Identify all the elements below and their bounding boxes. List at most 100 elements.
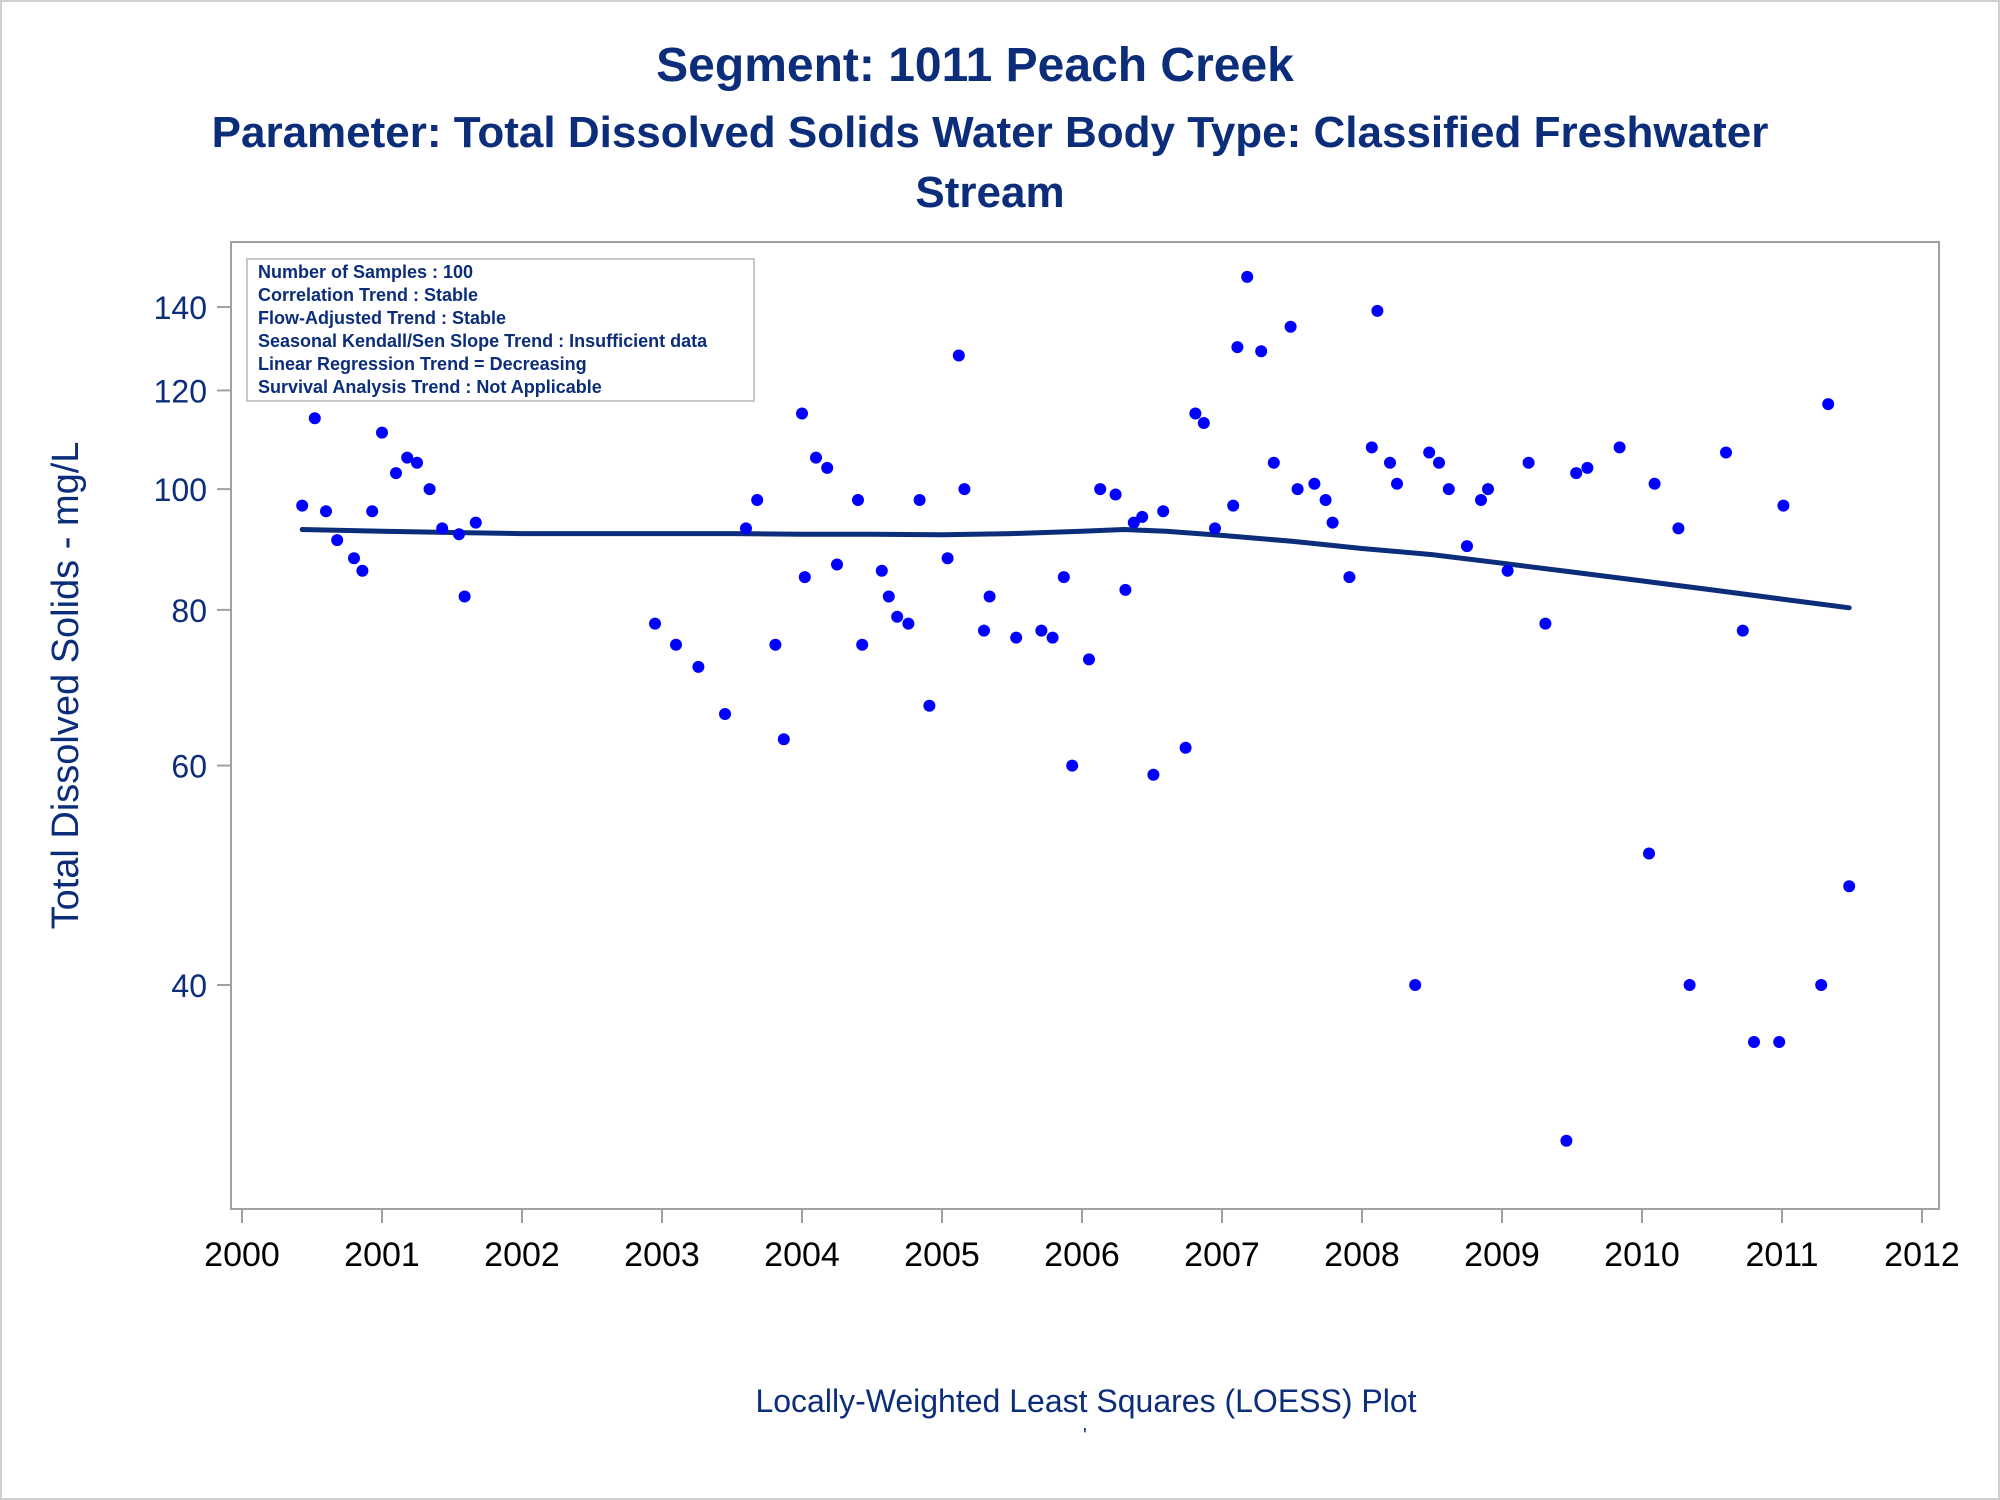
data-point <box>751 494 764 506</box>
data-point <box>1147 768 1160 781</box>
data-point <box>692 660 705 673</box>
data-point <box>875 564 888 577</box>
data-point <box>401 451 414 464</box>
data-point <box>376 426 388 439</box>
data-point <box>1255 345 1268 358</box>
footnote-text: Locally-Weighted Least Squares (LOESS) P… <box>755 1383 1417 1419</box>
data-point <box>1461 540 1473 553</box>
chart-subtitle-continued-text: Stream <box>915 168 1065 217</box>
data-point <box>856 638 869 651</box>
data-point <box>978 624 990 637</box>
data-point <box>1267 456 1280 469</box>
data-point <box>423 483 436 496</box>
data-point <box>1119 583 1132 596</box>
data-point <box>769 638 782 651</box>
data-point <box>1291 483 1304 496</box>
x-tick-label: 2002 <box>484 1236 560 1274</box>
data-point <box>913 494 926 506</box>
data-point <box>1284 320 1297 333</box>
data-point <box>1643 847 1655 860</box>
stats-box-line: Seasonal Kendall/Sen Slope Trend : Insuf… <box>258 331 708 351</box>
data-point <box>852 494 864 506</box>
data-point <box>1179 741 1192 754</box>
stats-box-line: Survival Analysis Trend : Not Applicable <box>258 377 602 397</box>
data-point <box>670 638 682 651</box>
data-point <box>1613 441 1626 454</box>
stats-box-line: Number of Samples : 100 <box>258 262 473 282</box>
x-tick-label: 2001 <box>344 1236 420 1274</box>
stats-box-line: Correlation Trend : Stable <box>258 285 478 305</box>
y-tick-label: 140 <box>154 290 207 326</box>
data-point <box>1560 1134 1573 1147</box>
data-point <box>831 558 843 571</box>
y-tick-label: 120 <box>154 373 207 409</box>
data-point <box>1683 979 1696 991</box>
data-point <box>1815 979 1828 991</box>
data-point <box>821 461 834 474</box>
data-point <box>458 590 471 603</box>
data-point <box>1672 522 1685 535</box>
data-point <box>469 516 482 529</box>
data-point <box>1343 571 1356 584</box>
data-point <box>1391 477 1403 490</box>
data-point <box>649 617 661 630</box>
data-point <box>308 412 321 425</box>
data-point <box>1308 477 1321 490</box>
y-tick-label: 100 <box>154 472 207 508</box>
data-point <box>1371 304 1384 317</box>
data-point <box>1433 456 1445 469</box>
data-point <box>1777 499 1790 512</box>
x-tick-label: 2012 <box>1884 1236 1960 1274</box>
x-tick-label: 2011 <box>1745 1236 1818 1274</box>
data-point <box>1319 494 1332 506</box>
data-point <box>1365 441 1378 454</box>
data-point <box>411 456 423 469</box>
data-point <box>320 505 332 518</box>
data-point <box>1241 270 1254 283</box>
data-point <box>958 483 971 496</box>
y-axis-label: Total Dissolved Solids - mg/L <box>45 442 87 930</box>
x-tick-label: 2005 <box>904 1236 980 1274</box>
chart-title-text: Segment: 1011 Peach Creek <box>656 39 1294 92</box>
x-tick-label: 2006 <box>1044 1236 1120 1274</box>
data-point <box>1539 617 1552 630</box>
stats-box-line: Flow-Adjusted Trend : Stable <box>258 308 506 328</box>
data-point <box>882 590 895 603</box>
data-point <box>1748 1036 1760 1048</box>
data-point <box>1442 483 1455 496</box>
data-point <box>983 590 996 603</box>
data-point <box>1581 461 1594 474</box>
data-point <box>1522 456 1535 469</box>
loess-line <box>299 527 1852 611</box>
data-point <box>1773 1036 1786 1048</box>
x-tick-label: 2008 <box>1324 1236 1400 1274</box>
chart-subtitle-text: Parameter: Total Dissolved Solids Water … <box>211 108 1769 157</box>
footnote-mark: ' <box>1083 1425 1087 1447</box>
data-point <box>1423 446 1436 459</box>
data-point <box>1227 499 1240 512</box>
data-point <box>719 708 731 720</box>
data-point <box>1482 483 1494 496</box>
data-point <box>348 552 360 565</box>
stats-box <box>246 258 755 402</box>
data-point <box>1822 398 1835 411</box>
data-point <box>1501 564 1514 577</box>
data-point <box>796 407 808 420</box>
data-point <box>952 349 965 362</box>
data-point <box>1046 631 1059 644</box>
data-point <box>1010 631 1023 644</box>
data-point <box>436 522 449 535</box>
data-point <box>390 467 402 480</box>
data-point <box>1189 407 1202 420</box>
x-tick-label: 2003 <box>624 1236 700 1274</box>
data-point <box>1066 759 1079 772</box>
data-point <box>902 617 915 630</box>
data-point <box>1720 446 1732 459</box>
x-tick-label: 2009 <box>1464 1236 1540 1274</box>
data-point <box>1843 880 1856 893</box>
data-point <box>1648 477 1661 490</box>
plot-layer: 40 60 80 100 120 140 2000 2001 2002 2003 2004 2005 2… <box>45 241 1960 1274</box>
data-point <box>923 699 936 712</box>
